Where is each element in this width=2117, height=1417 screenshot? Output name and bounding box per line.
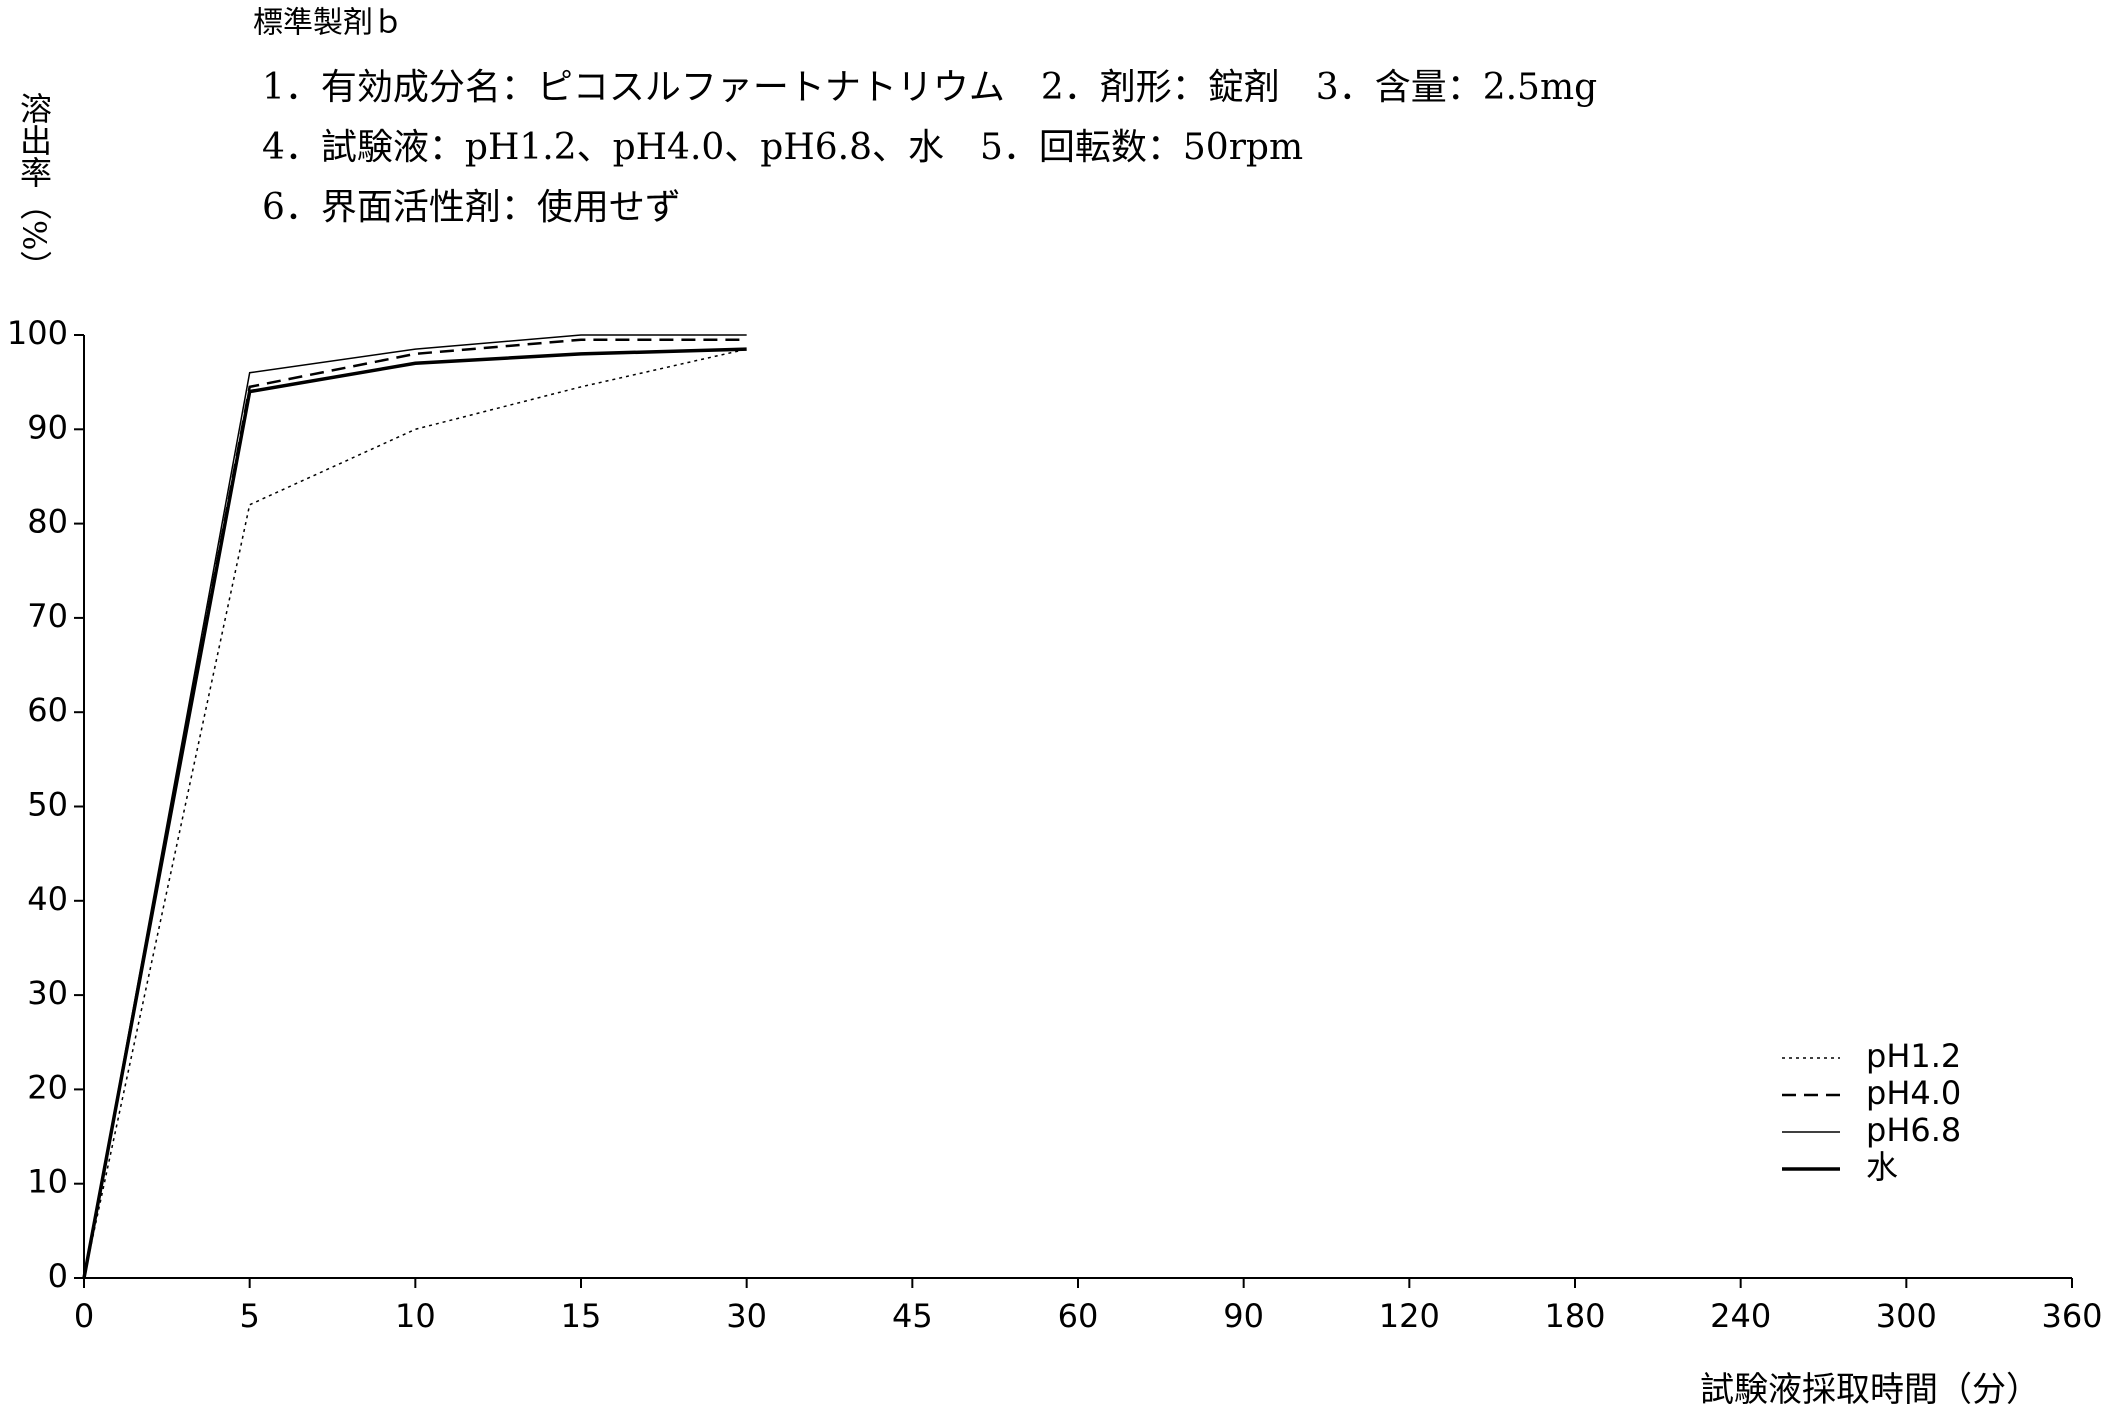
x-tick-label: 180 [1544,1297,1605,1335]
chart-title: 標準製剤ｂ [253,6,403,41]
subtitle-line: 4．試験液：pH1.2、pH4.0、pH6.8、水 5．回転数：50rpm [262,127,1303,168]
subtitle-line: 1．有効成分名：ピコスルファートナトリウム 2．剤形：錠剤 3．含量：2.5mg [262,67,1597,108]
series-line [83,334,747,1279]
series-line [82,338,747,1279]
x-tick-label: 45 [892,1297,933,1335]
legend-label: pH6.8 [1866,1111,1961,1149]
y-tick-label: 20 [27,1068,68,1106]
x-tick-label: 120 [1379,1297,1440,1335]
subtitle-line: 6．界面活性剤：使用せず [262,187,681,228]
y-axis-label: 溶出率（%） [15,92,53,282]
legend-label: pH1.2 [1866,1037,1961,1075]
y-tick-label: 40 [27,880,68,918]
y-tick-label: 30 [27,974,68,1012]
y-tick-label: 60 [27,691,68,729]
y-tick-label: 0 [48,1257,68,1295]
y-tick-label: 80 [27,503,68,541]
x-tick-label: 0 [74,1297,94,1335]
legend-label: 水 [1866,1148,1898,1186]
y-tick-label: 10 [27,1163,68,1201]
y-tick-label: 50 [27,786,68,824]
x-tick-label: 240 [1710,1297,1771,1335]
series-line [82,347,747,1279]
x-tick-label: 60 [1058,1297,1099,1335]
x-tick-label: 30 [726,1297,767,1335]
y-tick-label: 90 [27,408,68,446]
y-tick-label: 70 [27,597,68,635]
y-tick-label: 100 [7,314,68,352]
x-tick-label: 15 [561,1297,602,1335]
x-tick-label: 90 [1223,1297,1264,1335]
x-tick-label: 300 [1876,1297,1937,1335]
x-tick-label: 10 [395,1297,436,1335]
x-tick-label: 5 [239,1297,259,1335]
legend-label: pH4.0 [1866,1074,1961,1112]
x-tick-label: 360 [2041,1297,2102,1335]
series-line [83,348,747,1279]
x-axis-label: 試験液採取時間（分） [1700,1370,2040,1410]
